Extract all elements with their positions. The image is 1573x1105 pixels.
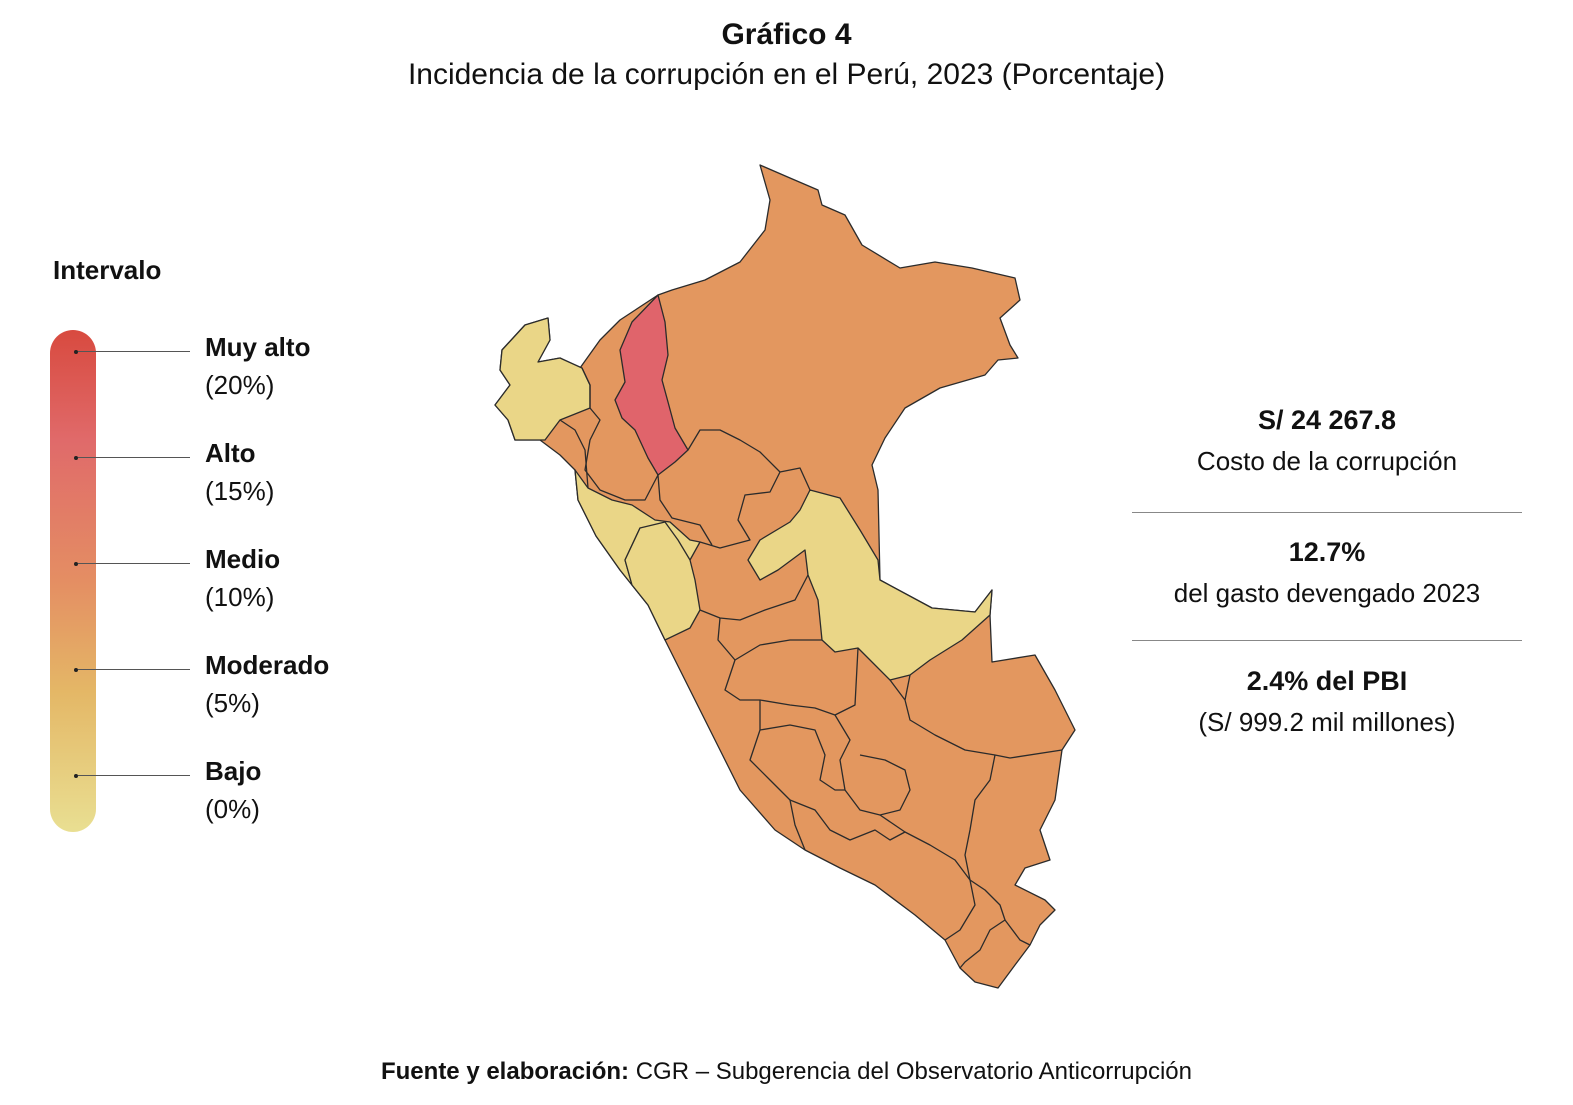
stat-divider [1132, 512, 1522, 513]
stat-caption: Costo de la corrupción [1196, 446, 1458, 476]
region-country-outline [494, 164, 1076, 989]
stat-pbi: 2.4% del PBI (S/ 999.2 mil millones) [1132, 666, 1522, 738]
legend-leader-line [78, 563, 190, 564]
stat-caption: (S/ 999.2 mil millones) [1198, 707, 1456, 737]
legend-leader-line [78, 351, 190, 352]
source-label: Fuente y elaboración: [380, 1058, 630, 1085]
legend-marker [74, 668, 78, 672]
legend-marker [74, 774, 78, 778]
stat-divider [1132, 640, 1522, 641]
peru-choropleth-map [494, 164, 1076, 989]
legend-label: Medio [205, 544, 281, 574]
legend-marker [74, 562, 78, 566]
region-ancash [624, 521, 701, 641]
stat-gasto-devengado: 12.7% del gasto devengado 2023 [1132, 537, 1522, 609]
stat-value: 12.7% [1288, 537, 1366, 567]
stat-caption: del gasto devengado 2023 [1173, 578, 1481, 608]
legend-leader-line [78, 775, 190, 776]
region-borders [559, 367, 1063, 969]
legend-title: Intervalo [53, 255, 162, 285]
legend-label: Bajo [205, 756, 262, 786]
legend-percent: (15%) [205, 476, 275, 506]
legend-marker [74, 456, 78, 460]
legend-leader-line [78, 669, 190, 670]
legend-label: Moderado [205, 650, 330, 680]
legend-color-scale [50, 330, 96, 832]
chart-title: Gráfico 4 [721, 18, 852, 51]
stat-value: 2.4% del PBI [1246, 666, 1408, 696]
stat-value: S/ 24 267.8 [1257, 405, 1397, 435]
chart-subtitle: Incidencia de la corrupción en el Perú, … [407, 58, 1166, 91]
legend-label: Alto [205, 438, 256, 468]
region-piura-tumbes [494, 317, 591, 441]
legend-leader-line [78, 457, 190, 458]
legend-percent: (10%) [205, 582, 275, 612]
source-text: CGR – Subgerencia del Observatorio Antic… [629, 1058, 1193, 1085]
legend-percent: (20%) [205, 370, 275, 400]
legend-percent: (0%) [205, 794, 260, 824]
source-note: Fuente y elaboración: CGR – Subgerencia … [0, 1058, 1573, 1086]
legend-percent: (5%) [205, 688, 260, 718]
stat-costo-corrupcion: S/ 24 267.8 Costo de la corrupción [1132, 405, 1522, 477]
legend-marker [74, 350, 78, 354]
legend-label: Muy alto [205, 332, 311, 362]
region-ucayali [747, 489, 993, 681]
